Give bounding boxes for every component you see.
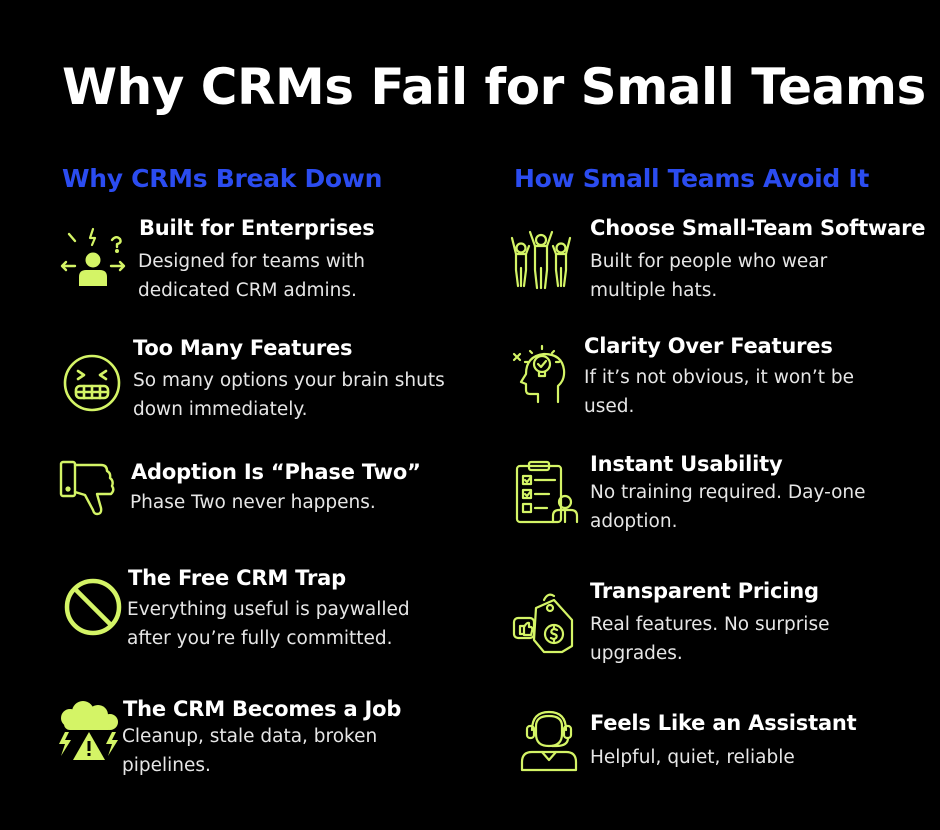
right-column-heading: How Small Teams Avoid It bbox=[514, 164, 870, 193]
lightbulb-head-icon bbox=[508, 340, 574, 406]
page-title: Why CRMs Fail for Small Teams bbox=[62, 58, 926, 116]
item-title: Adoption Is “Phase Two” bbox=[131, 460, 421, 484]
item-title: Too Many Features bbox=[133, 336, 353, 360]
item-desc: So many options your brain shuts down im… bbox=[133, 370, 445, 420]
item-desc: No training required. Day-one adoption. bbox=[590, 482, 866, 532]
item-title: The Free CRM Trap bbox=[128, 566, 346, 590]
item-desc: Phase Two never happens. bbox=[130, 492, 376, 513]
price-tag-icon bbox=[510, 590, 576, 656]
item-title: Choose Small-Team Software bbox=[590, 216, 926, 240]
item-title: Clarity Over Features bbox=[584, 334, 833, 358]
item-title: The CRM Becomes a Job bbox=[123, 697, 402, 721]
checklist-clipboard-icon bbox=[513, 460, 579, 526]
prohibited-icon bbox=[60, 574, 126, 640]
item-title: Built for Enterprises bbox=[139, 216, 375, 240]
item-desc: Built for people who wear multiple hats. bbox=[590, 251, 828, 301]
left-column-heading: Why CRMs Break Down bbox=[62, 164, 383, 193]
item-desc: If it’s not obvious, it won’t be used. bbox=[584, 367, 855, 417]
thumbs-down-icon bbox=[55, 456, 121, 522]
storm-warning-icon bbox=[56, 700, 122, 766]
item-desc: Everything useful is paywalled after you… bbox=[127, 599, 410, 649]
team-celebrating-icon bbox=[508, 228, 574, 294]
headset-assistant-icon bbox=[516, 706, 582, 772]
item-desc: Helpful, quiet, reliable bbox=[590, 747, 795, 768]
grimace-face-icon bbox=[59, 350, 125, 416]
frustrated-person-icon bbox=[60, 226, 126, 292]
item-title: Transparent Pricing bbox=[590, 579, 819, 603]
item-title: Feels Like an Assistant bbox=[590, 711, 857, 735]
item-title: Instant Usability bbox=[590, 452, 783, 476]
item-desc: Real features. No surprise upgrades. bbox=[590, 614, 830, 664]
item-desc: Cleanup, stale data, broken pipelines. bbox=[122, 726, 378, 776]
item-desc: Designed for teams with dedicated CRM ad… bbox=[138, 251, 365, 301]
